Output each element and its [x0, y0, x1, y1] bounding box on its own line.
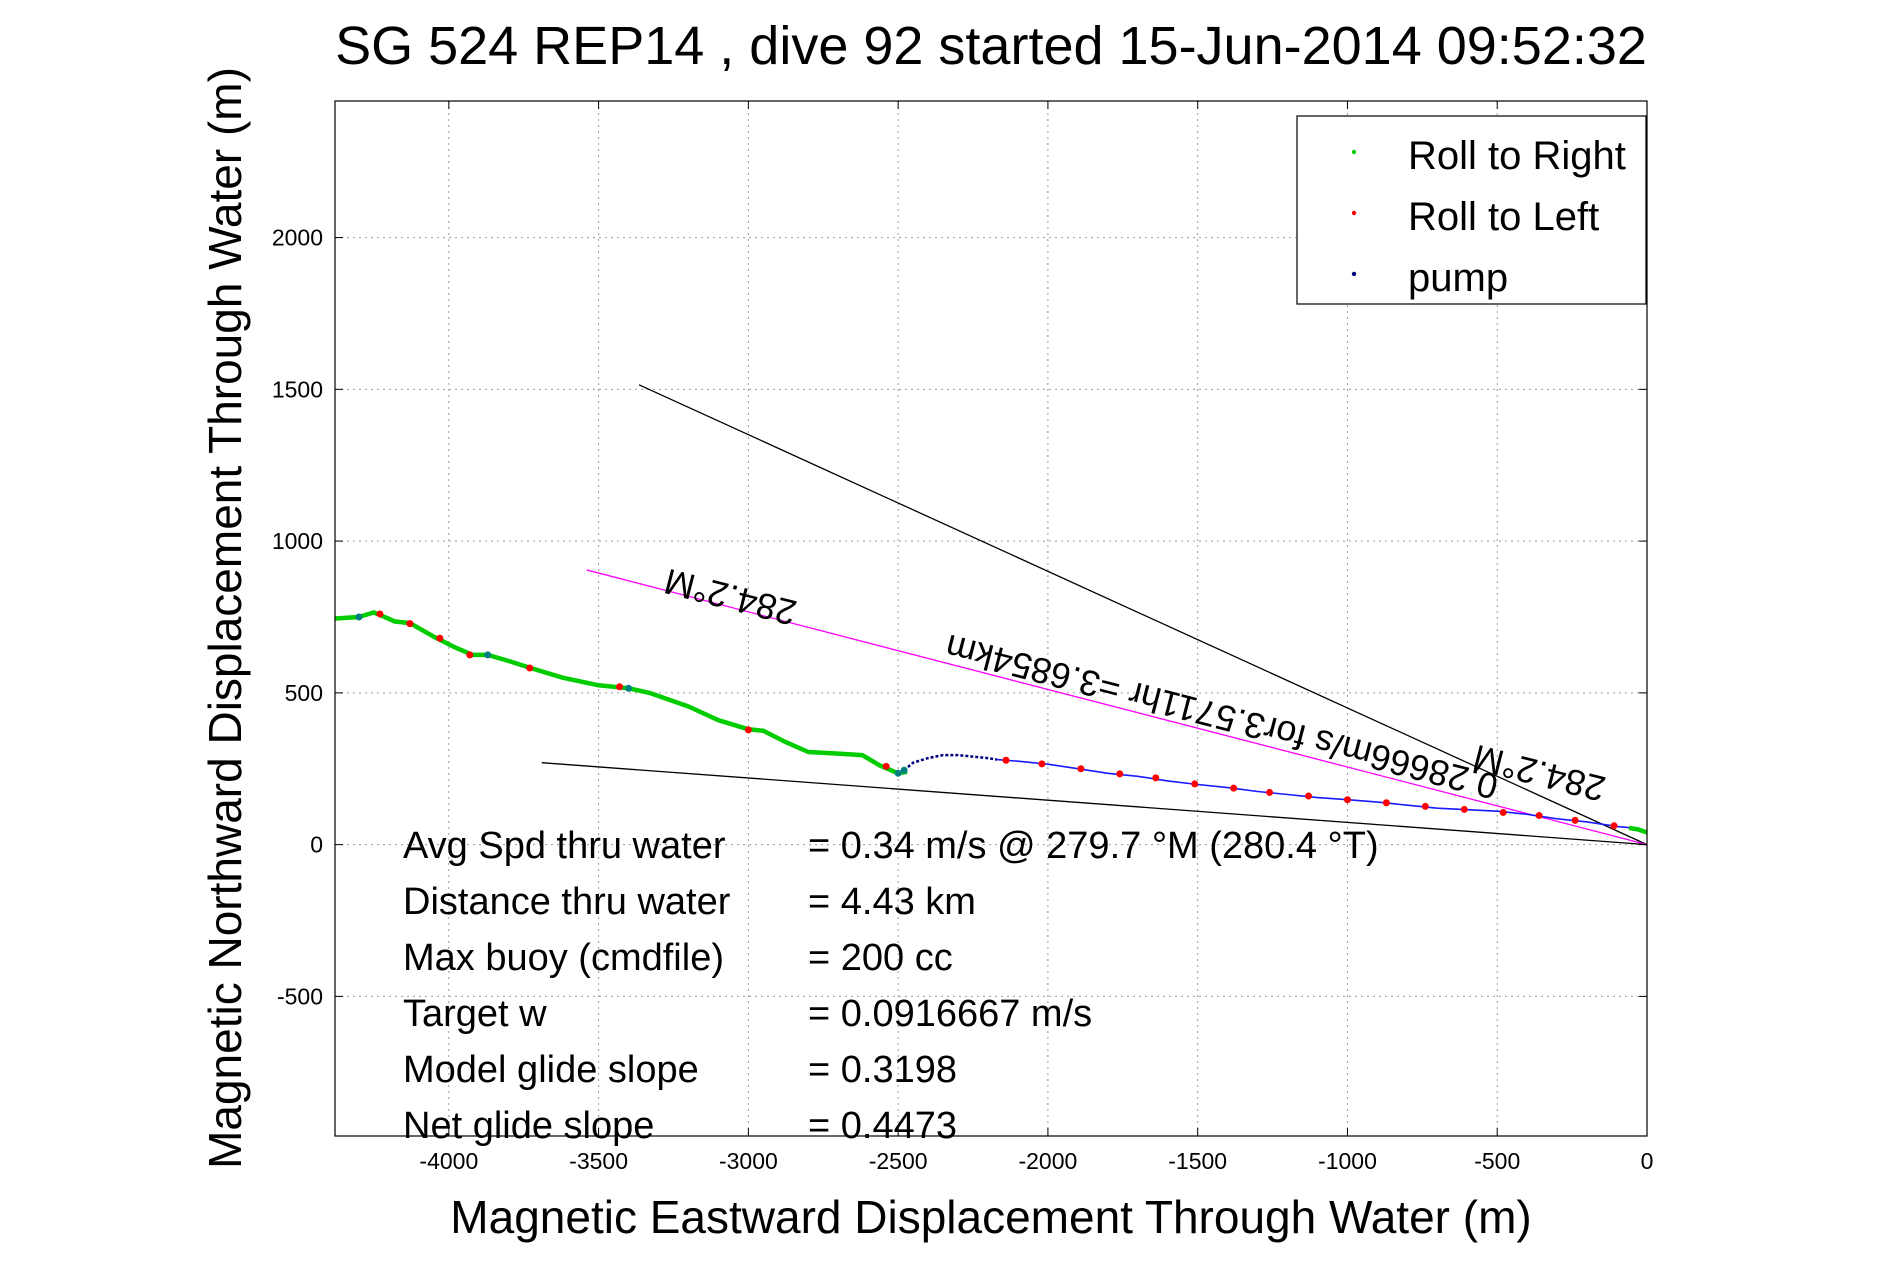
roll-left-point [1266, 788, 1274, 796]
track-segment-roll-right [1628, 825, 1648, 835]
track-segment-blue [996, 758, 1648, 834]
stat-value: = 0.0916667 m/s [808, 993, 1092, 1035]
legend-marker [1351, 149, 1357, 155]
roll-left-point [466, 651, 474, 659]
x-tick-label: -4000 [419, 1148, 478, 1174]
axes-box [334, 100, 1648, 1137]
y-tick-label: -500 [277, 983, 323, 1009]
roll-left-point [526, 664, 534, 672]
legend: Roll to Right Roll to Left pump [1296, 115, 1647, 305]
y-tick-label: 1500 [272, 376, 323, 402]
roll-left-point [1191, 780, 1199, 788]
legend-marker [1351, 210, 1357, 216]
y-tick-label: 500 [285, 680, 323, 706]
x-axis-label: Magnetic Eastward Displacement Through W… [450, 1191, 1531, 1243]
x-tick-label: -500 [1474, 1148, 1520, 1174]
heading-line [586, 569, 1648, 846]
roll-left-point [1116, 770, 1124, 778]
roll-left-point [1002, 756, 1010, 764]
dive-track [334, 610, 1648, 835]
x-tick-label: -3000 [719, 1148, 778, 1174]
stat-label: Target w [403, 993, 547, 1035]
stat-value: = 200 cc [808, 937, 953, 979]
track-segment-pump [903, 753, 998, 772]
roll-left-point [376, 610, 384, 618]
roll-left-point [744, 726, 752, 734]
y-tick-label: 2000 [272, 225, 323, 251]
heading-line [638, 384, 1648, 846]
roll-left-point [1038, 760, 1046, 768]
track-point [900, 766, 908, 774]
stat-label: Net glide slope [403, 1105, 654, 1147]
ticks: -4000 -3500 -3000 -2500 -2000 -1500 -1000 -500 0… [272, 101, 1654, 1174]
y-axis-label: Magnetic Northward Displacement Through … [199, 67, 251, 1169]
track-point [894, 769, 902, 777]
stat-value: = 0.4473 [808, 1105, 957, 1147]
track-point [484, 651, 492, 659]
stat-label: Max buoy (cmdfile) [403, 937, 724, 979]
stat-value: = 4.43 km [808, 881, 976, 923]
x-tick-label: 0 [1641, 1148, 1654, 1174]
roll-left-point [1421, 802, 1429, 810]
roll-left-point [406, 620, 414, 628]
roll-left-point [882, 762, 890, 770]
roll-left-point [1152, 774, 1160, 782]
stat-label: Model glide slope [403, 1049, 699, 1091]
y-tick-label: 0 [310, 832, 323, 858]
stat-label: Avg Spd thru water [403, 825, 726, 867]
x-tick-label: -1000 [1318, 1148, 1377, 1174]
stat-value: = 0.34 m/s @ 279.7 °M (280.4 °T) [808, 825, 1379, 867]
stat-label: Distance thru water [403, 881, 731, 923]
stats-block: Avg Spd thru water = 0.34 m/s @ 279.7 °M … [403, 825, 1379, 1147]
x-tick-label: -2000 [1018, 1148, 1077, 1174]
chart-title: SG 524 REP14 , dive 92 started 15-Jun-20… [335, 16, 1647, 76]
y-tick-label: 1000 [272, 528, 323, 554]
track-point [355, 613, 363, 621]
roll-left-point [1499, 808, 1507, 816]
legend-entry: Roll to Left [1408, 195, 1599, 239]
roll-left-point [1460, 805, 1468, 813]
x-tick-label: -3500 [569, 1148, 628, 1174]
legend-entry: pump [1408, 256, 1508, 300]
reference-lines [541, 384, 1648, 846]
roll-left-point [1305, 792, 1313, 800]
roll-left-point [1343, 796, 1351, 804]
x-tick-label: -2500 [869, 1148, 928, 1174]
stat-value: = 0.3198 [808, 1049, 957, 1091]
track-segment-roll-right [334, 610, 908, 776]
roll-left-point [1610, 822, 1618, 830]
roll-left-point [436, 634, 444, 642]
roll-left-point [1571, 816, 1579, 824]
legend-entry: Roll to Right [1408, 134, 1626, 178]
legend-marker [1351, 271, 1357, 277]
roll-left-point [1230, 784, 1238, 792]
roll-left-point [616, 683, 624, 691]
roll-left-point [1382, 799, 1390, 807]
track-point [625, 684, 633, 692]
roll-left-point [1535, 811, 1543, 819]
heading-line [541, 762, 1648, 846]
x-tick-label: -1500 [1168, 1148, 1227, 1174]
roll-left-point [1077, 765, 1085, 773]
